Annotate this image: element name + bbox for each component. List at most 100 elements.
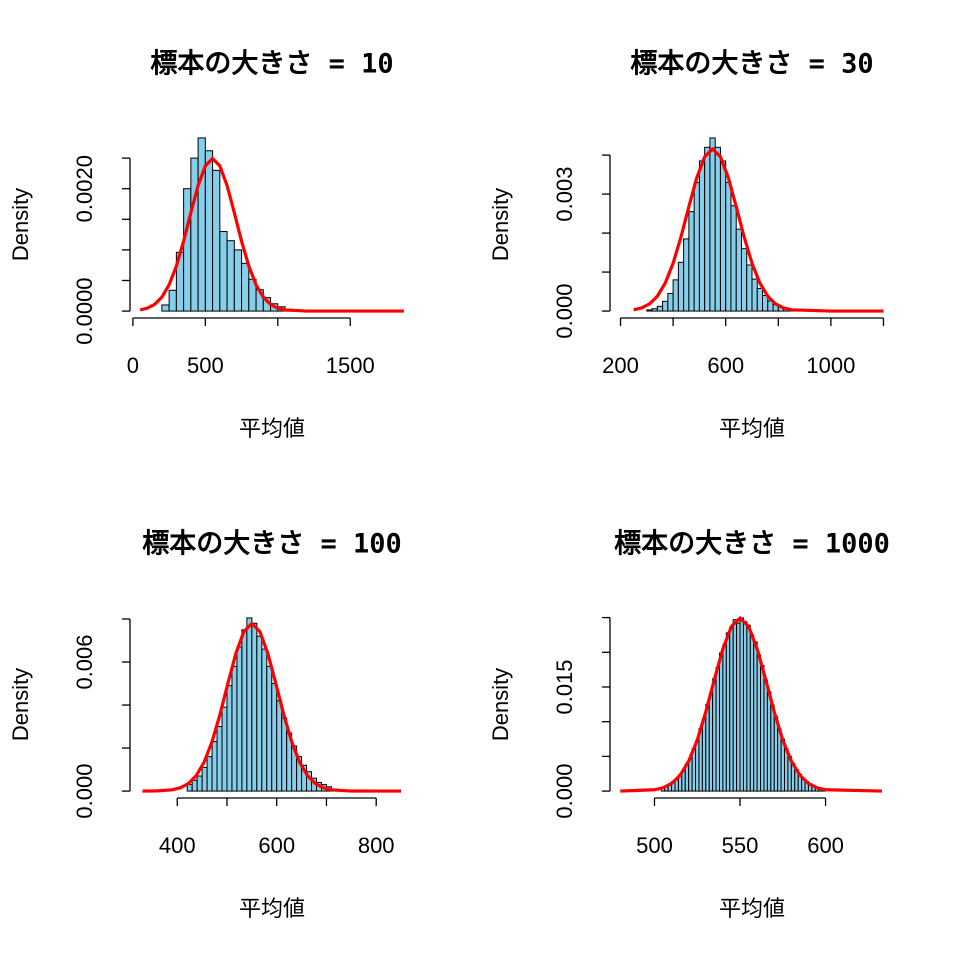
y-tick-label: 0.006 (72, 634, 97, 689)
y-axis-label: Density (488, 668, 513, 741)
bar (256, 635, 263, 792)
y-axis-label: Density (8, 188, 33, 261)
x-tick-label: 800 (358, 833, 395, 858)
y-tick-label: 0.000 (552, 284, 577, 339)
x-tick-label: 600 (258, 833, 295, 858)
bar (762, 294, 769, 312)
bar (756, 654, 762, 792)
x-tick-label: 500 (636, 833, 673, 858)
x-axis-label: 平均値 (719, 416, 785, 441)
bar (251, 622, 258, 792)
bar (739, 617, 744, 792)
bar (197, 137, 206, 312)
bar (219, 231, 228, 312)
bar (735, 228, 742, 312)
bar (231, 665, 238, 792)
panel: 標本の大きさ = 10 平均値 Density 0 500 1500 0.0000 0.002… (8, 49, 404, 441)
y-axis-label: Density (488, 188, 513, 261)
x-tick-label: 400 (159, 833, 196, 858)
bar (190, 157, 199, 312)
bar (233, 249, 243, 312)
bar (740, 248, 748, 312)
bar (211, 741, 218, 792)
bar (683, 238, 690, 312)
bar (221, 706, 228, 792)
bar (763, 679, 768, 792)
bar (766, 691, 772, 792)
y-tick-label: 0.015 (552, 659, 577, 714)
bar (719, 160, 727, 312)
bar (698, 160, 706, 312)
x-tick-label: 600 (807, 833, 844, 858)
panel: 標本の大きさ = 1000 平均値 Density 500 550 600 0.000 0.0… (488, 529, 890, 921)
y-tick-label: 0.0020 (72, 155, 97, 222)
bar (773, 716, 779, 792)
bar (722, 644, 727, 792)
bar (196, 775, 203, 792)
bar (216, 726, 223, 792)
bar (672, 279, 679, 312)
panel: 標本の大きさ = 30 平均値 Density 200 600 1000 0.000 0.00… (488, 49, 885, 441)
y-axis-label: Density (8, 668, 33, 741)
bar (725, 632, 731, 792)
bar (168, 289, 177, 312)
x-axis-label: 平均値 (719, 896, 785, 921)
chart-title: 標本の大きさ = 100 (142, 529, 402, 560)
bar (281, 717, 288, 792)
bar (226, 685, 233, 792)
y-tick-label: 0.000 (72, 764, 97, 819)
bar (742, 621, 748, 792)
bar (705, 703, 710, 792)
panel: 標本の大きさ = 100 平均値 Density 400 600 800 0.000 0.00… (8, 529, 402, 921)
bar (667, 293, 674, 312)
bar (732, 619, 738, 792)
bar (712, 678, 717, 792)
bar (760, 664, 765, 792)
chart-title: 標本の大きさ = 1000 (614, 529, 890, 560)
density-curve (620, 615, 883, 793)
bar (746, 264, 753, 312)
bar (751, 278, 758, 312)
bar (204, 150, 214, 312)
bar (161, 304, 170, 312)
bar (729, 626, 734, 792)
bar (701, 718, 707, 792)
bar (725, 181, 732, 312)
density-curve (633, 146, 884, 313)
bar (693, 181, 700, 312)
bar (201, 766, 208, 792)
density-curve (142, 621, 402, 793)
x-tick-label: 600 (707, 353, 744, 378)
y-tick-label: 0.0000 (72, 277, 97, 344)
bar (730, 205, 737, 312)
bar (708, 693, 714, 792)
bar (236, 646, 243, 792)
bar (709, 137, 716, 312)
bar (662, 300, 669, 312)
bar (718, 652, 724, 792)
bar (276, 700, 283, 792)
bar (656, 305, 664, 312)
chart-title: 標本の大きさ = 10 (150, 49, 393, 80)
bar (646, 309, 653, 312)
x-tick-label: 500 (187, 353, 224, 378)
bar (746, 624, 751, 792)
bar (770, 704, 775, 792)
bar (212, 169, 221, 312)
bar (677, 261, 685, 312)
bar (756, 287, 764, 312)
bar (651, 308, 658, 312)
bar (183, 188, 192, 312)
bar (191, 779, 198, 792)
bar (246, 617, 253, 792)
x-tick-label: 1500 (326, 353, 375, 378)
y-tick-label: 0.003 (552, 167, 577, 222)
bar (271, 683, 278, 792)
chart-title: 標本の大きさ = 30 (630, 49, 873, 80)
bar (261, 648, 268, 792)
x-tick-label: 550 (722, 833, 759, 858)
bar (753, 641, 758, 792)
bar (241, 262, 250, 312)
bar (704, 146, 711, 312)
